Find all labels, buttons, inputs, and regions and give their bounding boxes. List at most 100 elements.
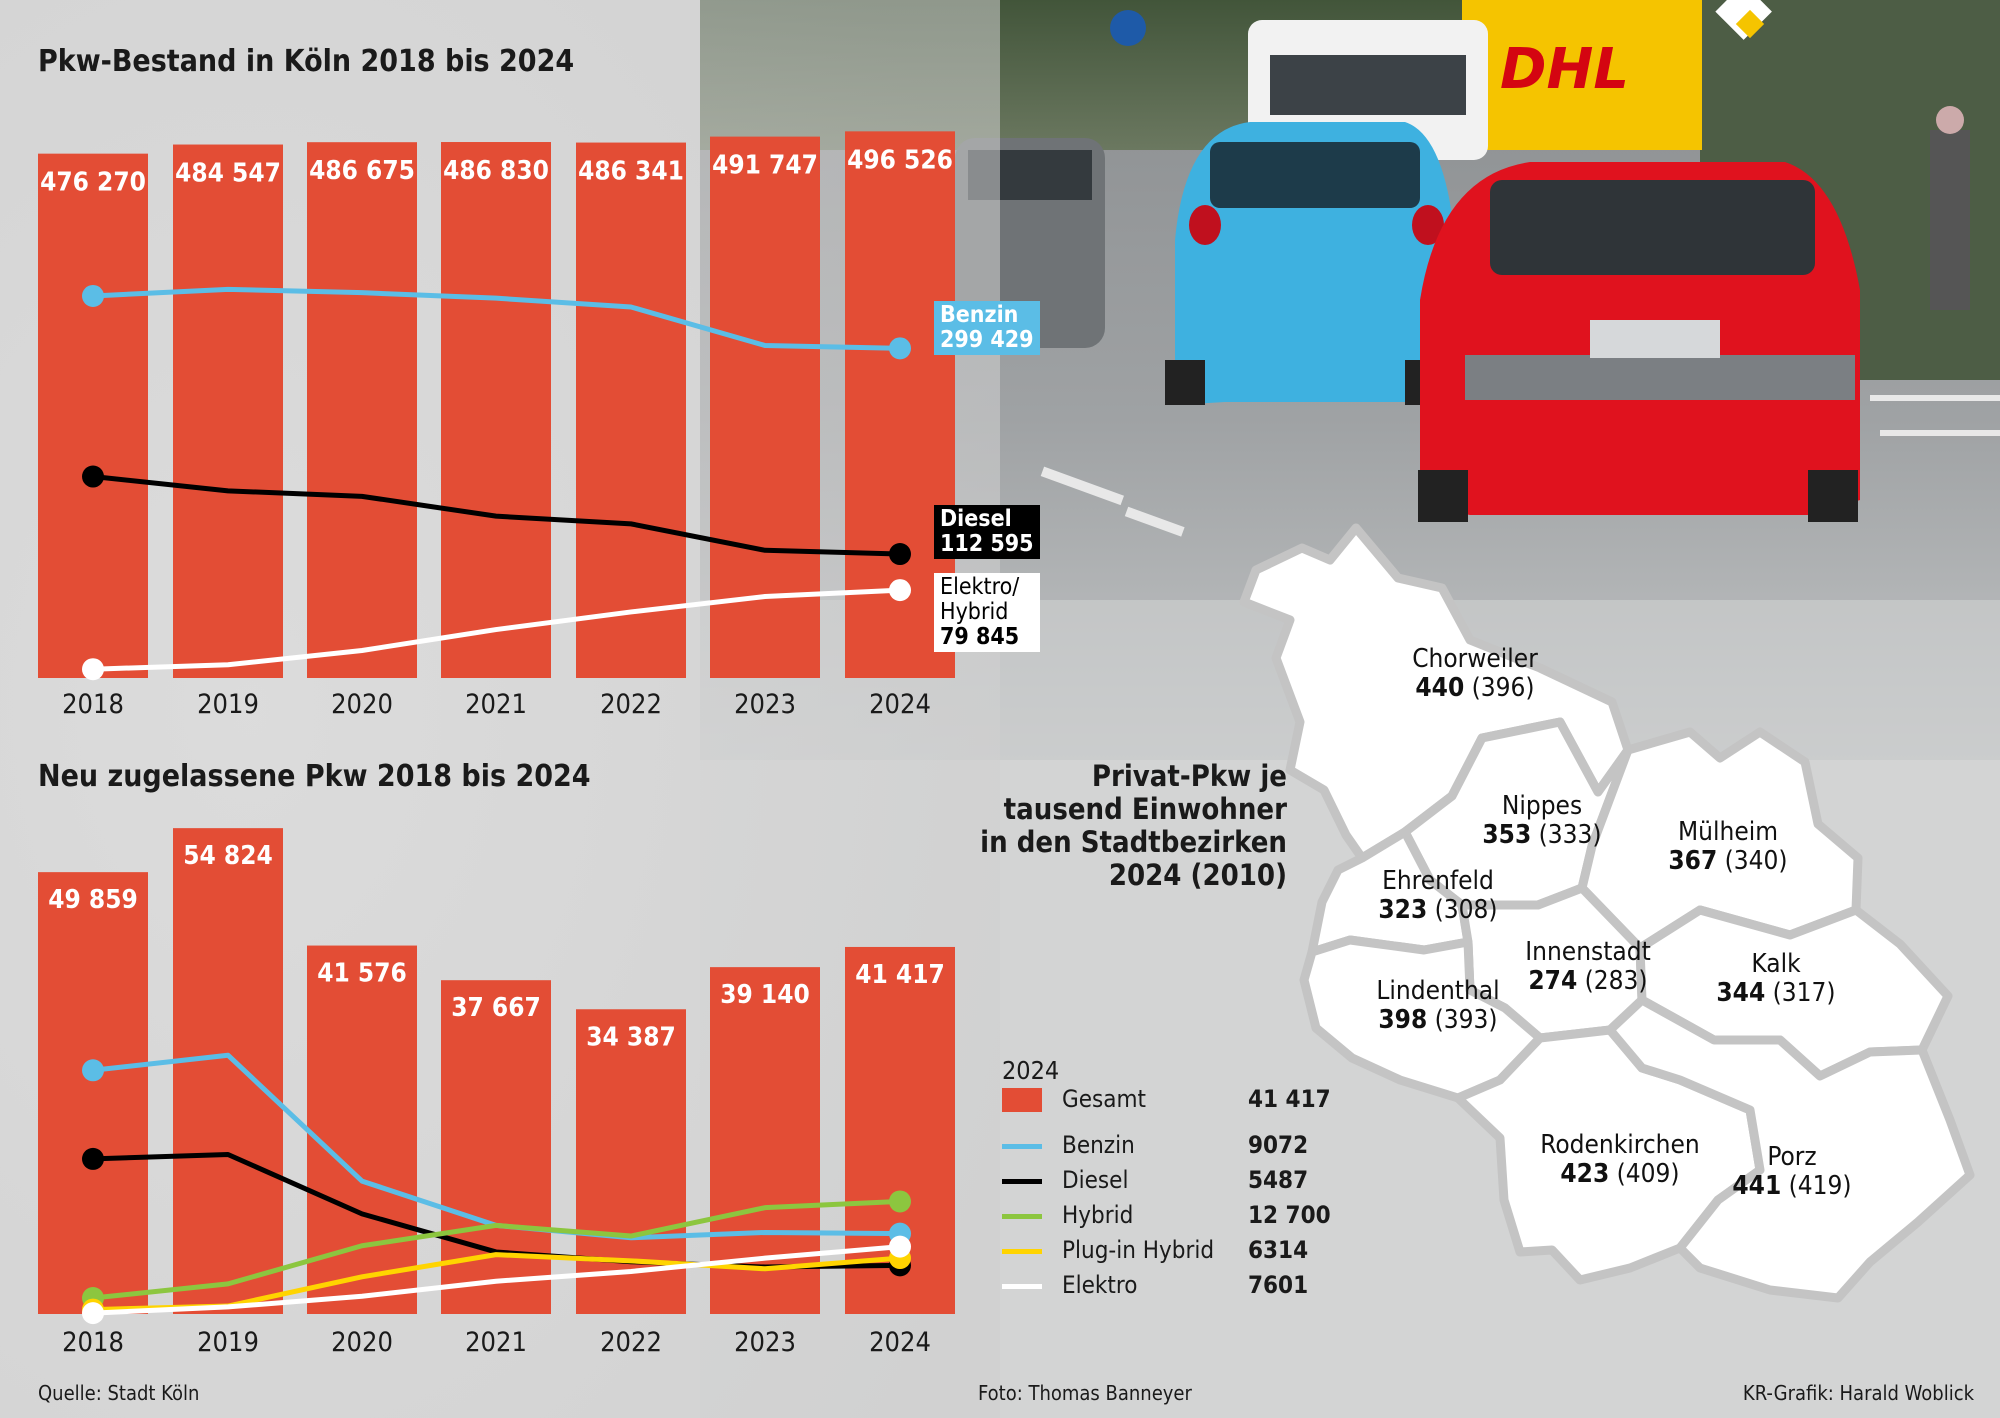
chart2-x-tick-label: 2020: [331, 1327, 393, 1358]
chart2-x-tick-label: 2021: [465, 1327, 527, 1358]
district-name: Ehrenfeld: [1382, 866, 1494, 896]
diesel-end-value: 112 595: [940, 531, 1034, 557]
chart1-bar-value-label: 486 341: [578, 157, 684, 187]
benzin-end-value: 299 429: [940, 327, 1034, 353]
chart2-x-tick-label: 2018: [62, 1327, 124, 1358]
graphic-credit: KR-Grafik: Harald Woblick: [1742, 1381, 1974, 1405]
legend-swatch: [1002, 1284, 1042, 1289]
benzin-end-label: Benzin 299 429: [934, 301, 1040, 355]
legend-label: Benzin: [1062, 1131, 1135, 1159]
map-title-line-2: tausend Einwohner: [1003, 792, 1287, 826]
chart1-bar: [307, 142, 417, 679]
chart2-x-tick-label: 2022: [600, 1327, 662, 1358]
district-prev: (396): [1471, 673, 1535, 703]
chart2-x-tick-label: 2023: [734, 1327, 796, 1358]
chart1-x-tick-label: 2021: [465, 689, 527, 720]
legend-swatch: [1002, 1179, 1042, 1184]
legend-label: Elektro: [1062, 1271, 1138, 1299]
chart1-x-tick-label: 2019: [197, 689, 259, 720]
photo-credit: Foto: Thomas Banneyer: [978, 1381, 1192, 1405]
legend-value: 7601: [1248, 1271, 1309, 1299]
chart1-line-elektro-hybrid: [90, 587, 903, 672]
chart1-bar-value-label: 476 270: [40, 168, 146, 198]
map-title-line-3: in den Stadtbezirken: [980, 825, 1287, 859]
district-label-porz: Porz 441 (419): [1692, 1143, 1892, 1201]
district-name: Mülheim: [1677, 817, 1779, 847]
legend-swatch: [1002, 1088, 1042, 1112]
chart1-bar-value-label: 486 830: [443, 156, 549, 186]
district-name: Innenstadt: [1525, 937, 1651, 967]
chart2-bar-value-label: 41 417: [855, 960, 945, 990]
chart1-point-benzin: [82, 284, 104, 307]
district-value: 423: [1560, 1159, 1610, 1189]
district-label-innenstadt: Innenstadt 274 (283): [1488, 938, 1688, 996]
legend-value: 6314: [1248, 1236, 1309, 1264]
legend-item: Hybrid 12 700: [1002, 1201, 1342, 1231]
district-label-ehrenfeld: Ehrenfeld 323 (308): [1338, 867, 1538, 925]
legend-value: 9072: [1248, 1131, 1309, 1159]
chart1-bar: [710, 136, 820, 678]
chart2-bar-value-label: 39 140: [720, 980, 810, 1010]
district-outline-porz: [1605, 995, 1975, 1303]
legend-swatch: [1002, 1249, 1042, 1254]
district-name: Chorweiler: [1412, 644, 1538, 674]
district-value: 344: [1716, 978, 1766, 1008]
chart2-x-tick-label: 2019: [197, 1327, 259, 1358]
chart1-x-tick-label: 2020: [331, 689, 393, 720]
legend-label: Diesel: [1062, 1166, 1129, 1194]
chart2-line-hybrid: [90, 1198, 903, 1301]
legend-item: Benzin 9072: [1002, 1131, 1342, 1161]
district-value: 353: [1482, 820, 1532, 850]
chart2-point-hybrid: [889, 1190, 911, 1213]
legend-value: 12 700: [1248, 1201, 1331, 1229]
chart1-x-tick-label: 2023: [734, 689, 796, 720]
chart2-bar: [38, 872, 148, 1314]
district-name: Kalk: [1751, 949, 1801, 979]
district-value: 398: [1378, 1005, 1428, 1035]
dhl-logo: DHL: [1500, 37, 1629, 102]
legend-item: Plug-in Hybrid 6314: [1002, 1236, 1342, 1266]
legend-value: 41 417: [1248, 1085, 1331, 1113]
district-label-rodenkirchen: Rodenkirchen 423 (409): [1520, 1131, 1720, 1189]
map-title: Privat-Pkw je tausend Einwohner in den S…: [947, 760, 1287, 892]
district-prev: (333): [1538, 820, 1602, 850]
district-label-muelheim: Mülheim 367 (340): [1628, 818, 1828, 876]
map-title-line-1: Privat-Pkw je: [1091, 759, 1287, 793]
chart1-point-diesel: [889, 543, 911, 566]
district-prev: (393): [1434, 1005, 1498, 1035]
district-prev: (409): [1616, 1159, 1680, 1189]
district-value: 367: [1668, 846, 1718, 876]
district-value: 323: [1378, 895, 1428, 925]
district-label-lindenthal: Lindenthal 398 (393): [1338, 977, 1538, 1035]
legend-label: Hybrid: [1062, 1201, 1134, 1229]
diesel-end-name: Diesel: [940, 506, 1012, 532]
chart2-bar-value-label: 41 576: [317, 959, 407, 989]
chart2-bar-value-label: 54 824: [183, 841, 273, 871]
chart2-line-elektro: [90, 1244, 903, 1316]
legend-year: 2024: [1002, 1056, 1060, 1085]
chart2-x-tick-label: 2024: [869, 1327, 931, 1358]
district-name: Nippes: [1501, 791, 1583, 821]
legend-value: 5487: [1248, 1166, 1309, 1194]
chart2-bar-value-label: 34 387: [586, 1022, 676, 1052]
district-name: Porz: [1767, 1142, 1817, 1172]
chart1-bar-value-label: 491 747: [712, 151, 818, 181]
district-value: 274: [1528, 966, 1578, 996]
legend-swatch: [1002, 1144, 1042, 1149]
district-prev: (317): [1772, 978, 1836, 1008]
district-label-chorweiler: Chorweiler 440 (396): [1375, 645, 1575, 703]
chart2-bar: [307, 945, 417, 1314]
legend-item: Elektro 7601: [1002, 1271, 1342, 1301]
legend-swatch: [1002, 1214, 1042, 1219]
district-prev: (308): [1434, 895, 1498, 925]
chart1-title: Pkw-Bestand in Köln 2018 bis 2024: [38, 44, 575, 79]
benzin-end-name: Benzin: [940, 302, 1019, 328]
chart1-bar-value-label: 486 675: [309, 156, 415, 186]
chart2-point-elektro: [82, 1302, 104, 1325]
district-prev: (283): [1584, 966, 1648, 996]
chart2-bar: [173, 828, 283, 1314]
chart1-x-tick-label: 2024: [869, 689, 931, 720]
